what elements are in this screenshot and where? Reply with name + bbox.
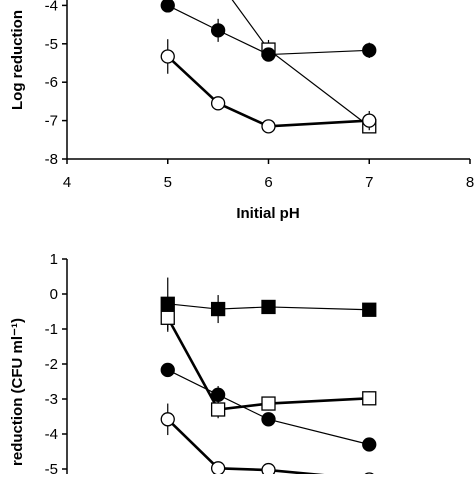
bottom-y-tick-label: 0	[50, 286, 58, 303]
top-series-2-point	[160, 49, 175, 64]
bottom-series-0-point	[210, 301, 226, 317]
top-plot-area	[160, 0, 377, 134]
top-x-tick-label: 4	[63, 174, 71, 191]
top-series-1-point	[210, 23, 226, 38]
bottom-y-axis-label: reduction (CFU ml⁻¹)	[9, 318, 26, 466]
top-series-1-point	[362, 43, 377, 58]
top-chart: -8 -7 -6 -5 -4 4 5 6 7 8 Initial pH Log reduction	[9, 0, 474, 222]
top-x-tick-label: 7	[365, 174, 373, 191]
bottom-series-3-line	[166, 418, 325, 474]
bottom-plot-area	[160, 277, 377, 474]
bottom-series-1-point	[261, 396, 276, 411]
top-series-1-point	[160, 0, 175, 13]
bottom-series-2-point	[160, 362, 175, 378]
bottom-series-1-point	[160, 310, 175, 325]
top-series-2-point	[210, 96, 226, 111]
top-series-2-point	[362, 113, 377, 128]
bottom-series-3-point	[160, 412, 175, 427]
bottom-series-2-point	[261, 412, 276, 427]
top-series-0-line	[231, 0, 370, 127]
top-y-tick-label: -7	[45, 113, 58, 130]
bottom-y-tick-label: -5	[45, 461, 58, 474]
bottom-series-2-point	[210, 387, 226, 402]
bottom-series-3-point	[210, 461, 226, 474]
top-y-tick-label: -5	[45, 36, 58, 53]
bottom-y-tick-label: -3	[45, 391, 58, 408]
bottom-series-2-point	[362, 437, 377, 452]
bottom-series-0-point	[362, 302, 377, 317]
top-x-tick-label: 6	[264, 174, 272, 191]
bottom-series-0-point	[261, 299, 276, 315]
bottom-series-0-line	[167, 303, 370, 311]
bottom-series-1-line	[166, 317, 370, 411]
top-y-axis-label: Log reduction	[9, 10, 26, 110]
bottom-y-tick-label: -4	[45, 426, 58, 443]
top-series-2-point	[261, 119, 276, 134]
top-series-2-line	[166, 55, 370, 128]
bottom-series-1-point	[210, 402, 226, 417]
bottom-y-tick-label: 1	[50, 251, 58, 268]
bottom-series-3-point	[261, 462, 276, 474]
top-y-tick-label: -4	[45, 0, 58, 14]
bottom-y-tick-label: -2	[45, 356, 58, 373]
bottom-y-tick-label: -1	[45, 321, 58, 338]
bottom-ticks: -5 -4 -3 -2 -1 0 1	[45, 251, 67, 478]
top-y-tick-label: -8	[45, 151, 58, 168]
bottom-series-1-point	[362, 391, 377, 406]
top-x-axis-label: Initial pH	[236, 205, 299, 222]
bottom-series-2-line	[167, 369, 370, 446]
bottom-chart: -5 -4 -3 -2 -1 0 1 reduction (CFU ml⁻¹)	[9, 251, 377, 478]
top-x-tick-label: 5	[164, 174, 172, 191]
top-series-1-point	[261, 47, 276, 62]
top-x-tick-label: 8	[466, 174, 474, 191]
top-series-1-line	[167, 4, 370, 56]
top-ticks: -8 -7 -6 -5 -4 4 5 6 7 8	[45, 0, 474, 191]
top-y-tick-label: -6	[45, 74, 58, 91]
